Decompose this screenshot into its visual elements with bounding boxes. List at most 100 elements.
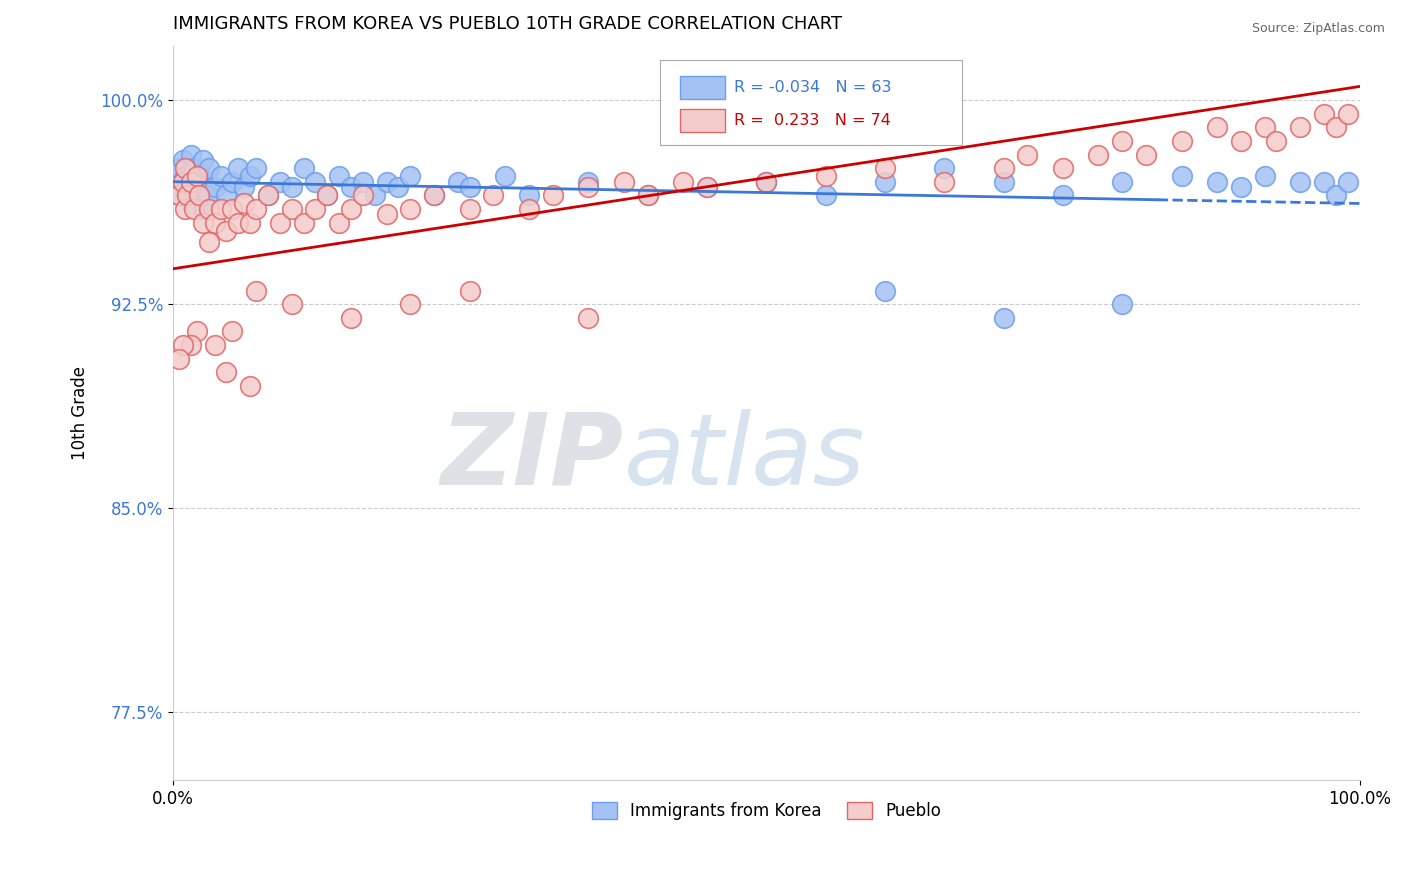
Point bbox=[328, 169, 350, 184]
Point bbox=[292, 215, 315, 229]
Point bbox=[280, 180, 302, 194]
Point bbox=[993, 161, 1015, 175]
Point bbox=[209, 169, 232, 184]
Point bbox=[447, 175, 470, 189]
Point bbox=[239, 378, 262, 392]
Point bbox=[174, 202, 197, 216]
Point bbox=[873, 175, 896, 189]
FancyBboxPatch shape bbox=[679, 109, 724, 132]
Point bbox=[245, 202, 267, 216]
Point bbox=[1230, 134, 1253, 148]
Point bbox=[1017, 147, 1039, 161]
Point bbox=[191, 153, 214, 167]
Point bbox=[174, 169, 197, 184]
Point bbox=[215, 224, 238, 238]
Point bbox=[186, 324, 208, 338]
Point bbox=[576, 175, 599, 189]
Point bbox=[186, 169, 208, 184]
Point bbox=[1253, 169, 1275, 184]
Point bbox=[221, 202, 243, 216]
Point bbox=[167, 351, 190, 366]
Point bbox=[423, 188, 446, 202]
Point bbox=[197, 161, 219, 175]
Point bbox=[1170, 134, 1192, 148]
Point bbox=[186, 175, 208, 189]
Point bbox=[340, 180, 363, 194]
Point bbox=[814, 169, 837, 184]
Point bbox=[1111, 175, 1133, 189]
Point bbox=[934, 175, 956, 189]
Text: R =  0.233   N = 74: R = 0.233 N = 74 bbox=[734, 113, 891, 128]
Point bbox=[1265, 134, 1288, 148]
Point bbox=[375, 207, 398, 221]
Point bbox=[233, 180, 256, 194]
Point bbox=[934, 161, 956, 175]
Legend: Immigrants from Korea, Pueblo: Immigrants from Korea, Pueblo bbox=[585, 796, 948, 827]
FancyBboxPatch shape bbox=[679, 76, 724, 99]
Text: Source: ZipAtlas.com: Source: ZipAtlas.com bbox=[1251, 22, 1385, 36]
Point bbox=[399, 202, 422, 216]
Point bbox=[1313, 175, 1336, 189]
Point bbox=[755, 175, 778, 189]
Point bbox=[180, 338, 202, 352]
Point bbox=[814, 188, 837, 202]
Point bbox=[1253, 120, 1275, 135]
Text: IMMIGRANTS FROM KOREA VS PUEBLO 10TH GRADE CORRELATION CHART: IMMIGRANTS FROM KOREA VS PUEBLO 10TH GRA… bbox=[173, 15, 842, 33]
Point bbox=[352, 188, 374, 202]
Point bbox=[637, 188, 659, 202]
Point bbox=[245, 161, 267, 175]
Point bbox=[1313, 106, 1336, 120]
Point bbox=[280, 202, 302, 216]
Point bbox=[172, 175, 194, 189]
Point bbox=[197, 235, 219, 249]
Point bbox=[1111, 134, 1133, 148]
Text: ZIP: ZIP bbox=[441, 409, 624, 506]
Point bbox=[993, 310, 1015, 325]
Point bbox=[576, 310, 599, 325]
Point bbox=[176, 175, 198, 189]
Point bbox=[1324, 188, 1347, 202]
Point bbox=[280, 297, 302, 311]
Point bbox=[188, 188, 211, 202]
Point bbox=[239, 169, 262, 184]
Point bbox=[399, 169, 422, 184]
Point bbox=[1087, 147, 1109, 161]
Point bbox=[993, 175, 1015, 189]
Point bbox=[576, 180, 599, 194]
Point bbox=[197, 188, 219, 202]
Point bbox=[1206, 120, 1229, 135]
Point bbox=[221, 324, 243, 338]
Point bbox=[458, 202, 481, 216]
Point bbox=[180, 196, 202, 211]
Point bbox=[172, 338, 194, 352]
Point bbox=[364, 188, 387, 202]
Point bbox=[1111, 297, 1133, 311]
Point bbox=[458, 284, 481, 298]
Point bbox=[1324, 120, 1347, 135]
Point bbox=[183, 161, 205, 175]
Point bbox=[188, 167, 211, 181]
Point bbox=[672, 175, 695, 189]
Point bbox=[269, 175, 291, 189]
Point bbox=[292, 161, 315, 175]
Point bbox=[755, 175, 778, 189]
Point bbox=[696, 180, 718, 194]
Text: R = -0.034   N = 63: R = -0.034 N = 63 bbox=[734, 80, 891, 95]
Point bbox=[387, 180, 409, 194]
Point bbox=[1135, 147, 1157, 161]
Point bbox=[423, 188, 446, 202]
Point bbox=[191, 202, 214, 216]
Point bbox=[340, 202, 363, 216]
Point bbox=[1206, 175, 1229, 189]
Point bbox=[328, 215, 350, 229]
Point bbox=[174, 161, 197, 175]
Point bbox=[167, 188, 190, 202]
Point bbox=[696, 180, 718, 194]
Y-axis label: 10th Grade: 10th Grade bbox=[72, 366, 89, 460]
Point bbox=[269, 215, 291, 229]
Point bbox=[517, 188, 540, 202]
Point bbox=[204, 180, 226, 194]
Point bbox=[228, 215, 250, 229]
Point bbox=[541, 188, 564, 202]
Point bbox=[204, 338, 226, 352]
